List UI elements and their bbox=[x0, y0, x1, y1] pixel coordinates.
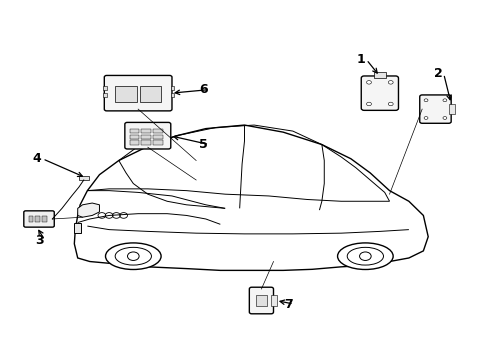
Bar bbox=[129, 129, 139, 134]
Bar bbox=[79, 176, 88, 180]
Circle shape bbox=[442, 99, 446, 102]
Bar bbox=[373, 72, 385, 78]
Circle shape bbox=[423, 117, 427, 120]
Text: 5: 5 bbox=[199, 138, 207, 151]
Bar bbox=[141, 135, 151, 139]
Ellipse shape bbox=[346, 247, 383, 265]
Text: 2: 2 bbox=[433, 67, 441, 80]
Bar bbox=[141, 129, 151, 134]
Text: 3: 3 bbox=[35, 234, 43, 247]
Bar bbox=[35, 216, 40, 222]
Circle shape bbox=[442, 117, 446, 120]
Circle shape bbox=[359, 252, 370, 260]
Bar bbox=[170, 93, 174, 97]
Bar bbox=[170, 86, 174, 90]
Text: 6: 6 bbox=[199, 83, 207, 96]
Bar bbox=[129, 135, 139, 139]
FancyBboxPatch shape bbox=[361, 76, 398, 111]
Bar bbox=[141, 140, 151, 145]
Bar bbox=[153, 135, 162, 139]
Text: 7: 7 bbox=[283, 298, 292, 311]
Bar bbox=[153, 129, 162, 134]
Circle shape bbox=[366, 102, 371, 106]
Bar bbox=[129, 140, 139, 145]
FancyBboxPatch shape bbox=[24, 211, 54, 227]
Bar bbox=[139, 86, 161, 102]
FancyBboxPatch shape bbox=[419, 95, 450, 123]
Bar bbox=[102, 86, 106, 90]
PathPatch shape bbox=[74, 222, 81, 233]
Text: 1: 1 bbox=[355, 53, 364, 66]
PathPatch shape bbox=[78, 203, 99, 217]
Bar bbox=[153, 140, 162, 145]
PathPatch shape bbox=[74, 125, 427, 270]
Circle shape bbox=[423, 99, 427, 102]
FancyBboxPatch shape bbox=[124, 122, 170, 149]
Ellipse shape bbox=[337, 243, 392, 270]
Bar bbox=[255, 295, 266, 306]
Bar bbox=[448, 104, 454, 114]
Circle shape bbox=[387, 81, 392, 84]
Bar bbox=[115, 86, 137, 102]
Circle shape bbox=[366, 81, 371, 84]
FancyBboxPatch shape bbox=[249, 287, 273, 314]
Ellipse shape bbox=[115, 247, 151, 265]
Bar bbox=[42, 216, 47, 222]
Bar bbox=[102, 93, 106, 97]
Text: 4: 4 bbox=[32, 152, 41, 165]
Bar bbox=[270, 295, 276, 306]
Circle shape bbox=[387, 102, 392, 106]
FancyBboxPatch shape bbox=[104, 76, 172, 111]
Circle shape bbox=[127, 252, 139, 260]
Ellipse shape bbox=[105, 243, 161, 270]
Bar bbox=[29, 216, 33, 222]
